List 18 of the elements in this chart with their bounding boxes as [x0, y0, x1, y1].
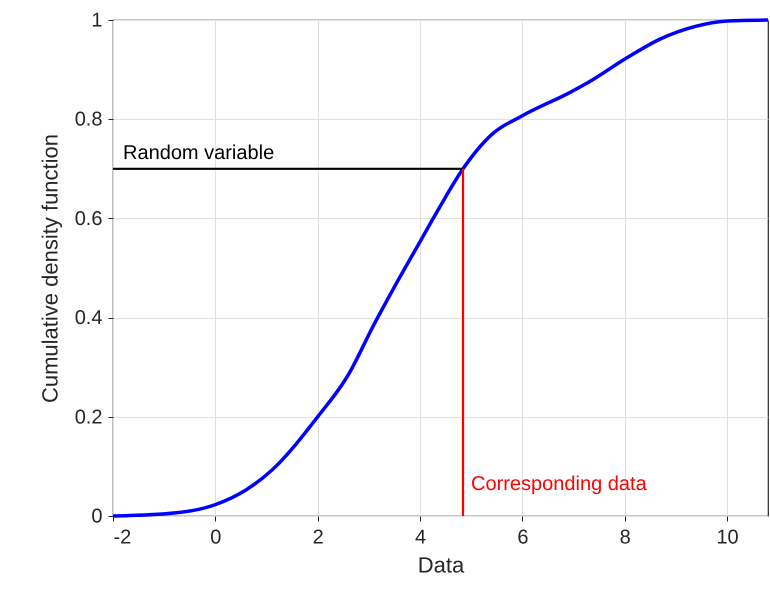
y-tick-label: 0.2	[74, 406, 102, 428]
y-tick-label: 0.6	[74, 208, 102, 230]
x-tick-label: -2	[114, 526, 132, 548]
series-label: Random variable	[123, 142, 274, 164]
y-tick-label: 0.4	[74, 307, 102, 330]
line-series	[111, 18, 770, 518]
series-label: Corresponding data	[471, 473, 648, 495]
y-tick-label: 0.8	[74, 108, 102, 131]
x-tick-label: 4	[414, 526, 426, 548]
x-axis-title: Data	[418, 552, 465, 578]
x-tick-label: 8	[620, 526, 631, 548]
x-tick-label: 0	[210, 526, 222, 548]
x-tick-label: 10	[716, 526, 739, 548]
y-tick-label: 1	[91, 10, 102, 32]
y-axis-title: Cumulative density function	[38, 134, 63, 404]
x-tick-label: 6	[517, 526, 528, 548]
y-tick-label: 0	[91, 506, 102, 528]
x-tick-label: 2	[312, 526, 324, 548]
